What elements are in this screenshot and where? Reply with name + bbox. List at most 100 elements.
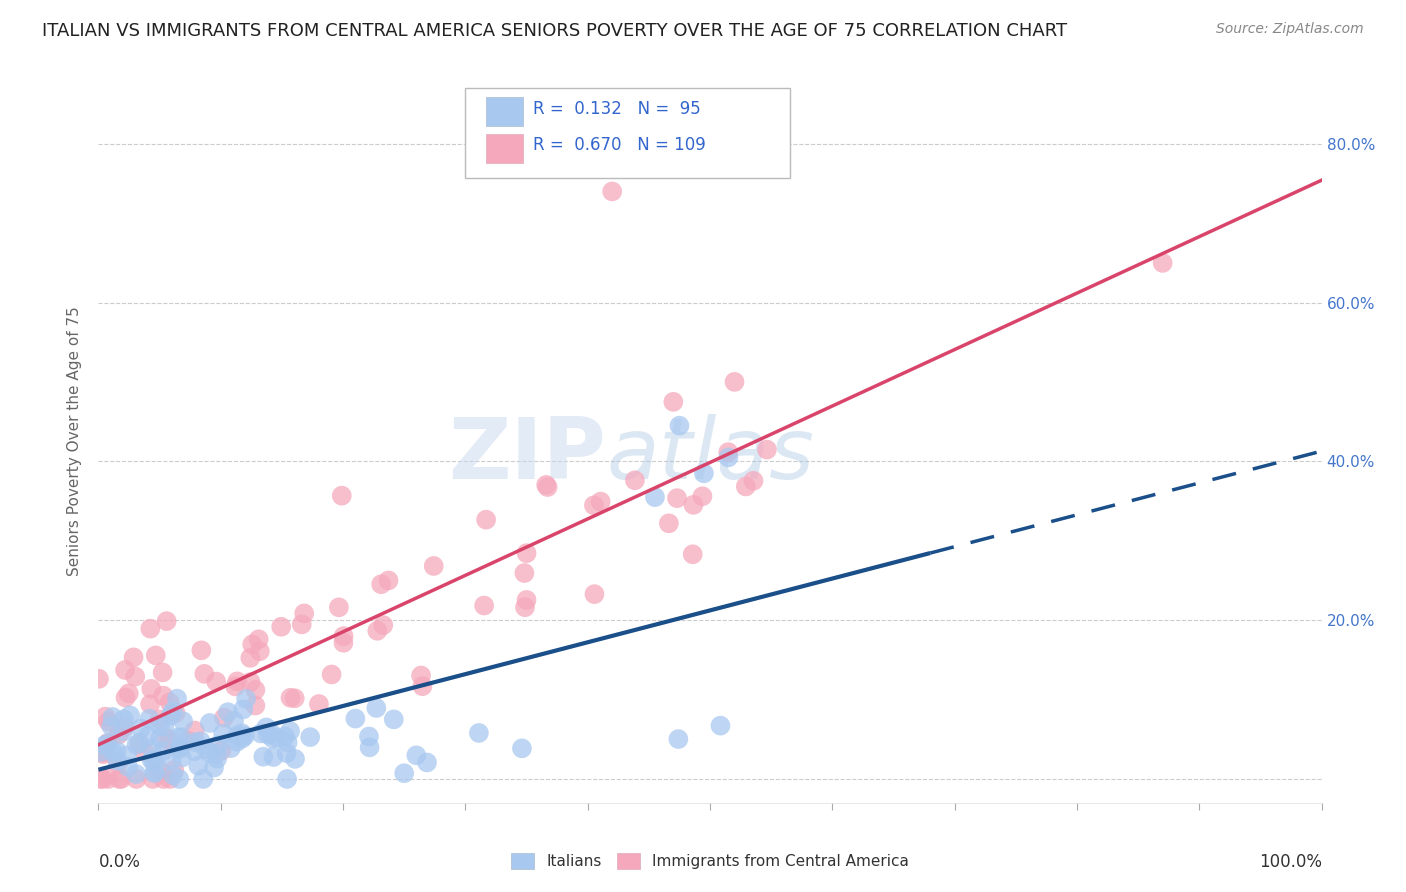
Point [536, 480, 558, 494]
Point [93, 745, 115, 759]
Point [240, 637, 263, 651]
Point [169, 741, 191, 756]
Point [373, 618, 395, 632]
Point [644, 490, 666, 504]
Point [115, 748, 138, 763]
Point [254, 721, 277, 735]
Point [105, 743, 128, 757]
Point [734, 479, 756, 493]
Point [162, 704, 184, 718]
Point [198, 716, 221, 731]
Text: 100.0%: 100.0% [1258, 854, 1322, 871]
Point [142, 754, 165, 768]
Point [717, 445, 740, 459]
Point [190, 734, 212, 748]
Point [91, 747, 114, 761]
Point [120, 708, 142, 723]
Point [122, 650, 145, 665]
Text: R =  0.132   N =  95: R = 0.132 N = 95 [533, 100, 700, 118]
Point [416, 756, 439, 770]
Point [148, 763, 170, 777]
Point [139, 622, 162, 636]
Point [193, 772, 215, 786]
Point [212, 711, 235, 725]
Point [693, 467, 716, 481]
Point [100, 719, 122, 733]
Point [124, 669, 146, 683]
Point [513, 566, 536, 580]
Point [515, 546, 537, 560]
Point [170, 731, 193, 745]
Point [107, 756, 129, 771]
Point [235, 691, 257, 706]
Point [138, 712, 160, 726]
Point [370, 577, 392, 591]
Point [366, 701, 388, 715]
Point [260, 726, 283, 740]
Point [755, 442, 778, 457]
Point [284, 752, 307, 766]
Point [166, 691, 188, 706]
Point [211, 744, 233, 758]
Point [308, 697, 330, 711]
Point [152, 689, 174, 703]
Point [108, 772, 131, 786]
Point [169, 739, 191, 754]
Point [257, 727, 280, 741]
Point [475, 513, 498, 527]
Point [239, 675, 262, 690]
Point [233, 729, 256, 743]
Point [125, 738, 148, 752]
Point [118, 686, 141, 700]
Point [344, 712, 367, 726]
Point [392, 766, 415, 780]
Point [284, 691, 307, 706]
Point [510, 741, 533, 756]
Point [292, 607, 315, 621]
Text: ITALIAN VS IMMIGRANTS FROM CENTRAL AMERICA SENIORS POVERTY OVER THE AGE OF 75 CO: ITALIAN VS IMMIGRANTS FROM CENTRAL AMERI… [42, 22, 1067, 40]
Point [87, 672, 110, 686]
Point [624, 473, 647, 487]
Point [278, 724, 301, 739]
Point [190, 643, 212, 657]
Point [468, 726, 491, 740]
Point [166, 731, 188, 745]
Point [114, 663, 136, 677]
Point [332, 629, 354, 643]
Point [94, 709, 117, 723]
Point [96, 736, 118, 750]
Point [134, 745, 156, 759]
Point [112, 712, 135, 726]
Point [145, 756, 167, 771]
Text: 0.0%: 0.0% [98, 854, 141, 871]
Point [232, 702, 254, 716]
Point [472, 599, 495, 613]
Point [583, 587, 606, 601]
Point [205, 674, 228, 689]
Point [97, 714, 120, 729]
Point [159, 734, 181, 748]
Point [202, 760, 225, 774]
Point [666, 732, 689, 747]
Point [136, 729, 159, 743]
Point [247, 632, 270, 647]
Text: atlas: atlas [606, 415, 814, 498]
Point [328, 600, 350, 615]
Point [148, 712, 170, 726]
Point [262, 750, 284, 764]
Point [277, 735, 299, 749]
Point [582, 498, 605, 512]
Point [90, 745, 112, 759]
Point [114, 690, 136, 705]
Point [159, 696, 181, 710]
Point [156, 731, 179, 746]
Point [692, 489, 714, 503]
Point [184, 723, 207, 738]
Point [270, 620, 292, 634]
Point [330, 489, 353, 503]
Point [742, 474, 765, 488]
Point [589, 494, 612, 508]
Point [245, 683, 267, 698]
Point [217, 705, 239, 719]
Point [128, 737, 150, 751]
